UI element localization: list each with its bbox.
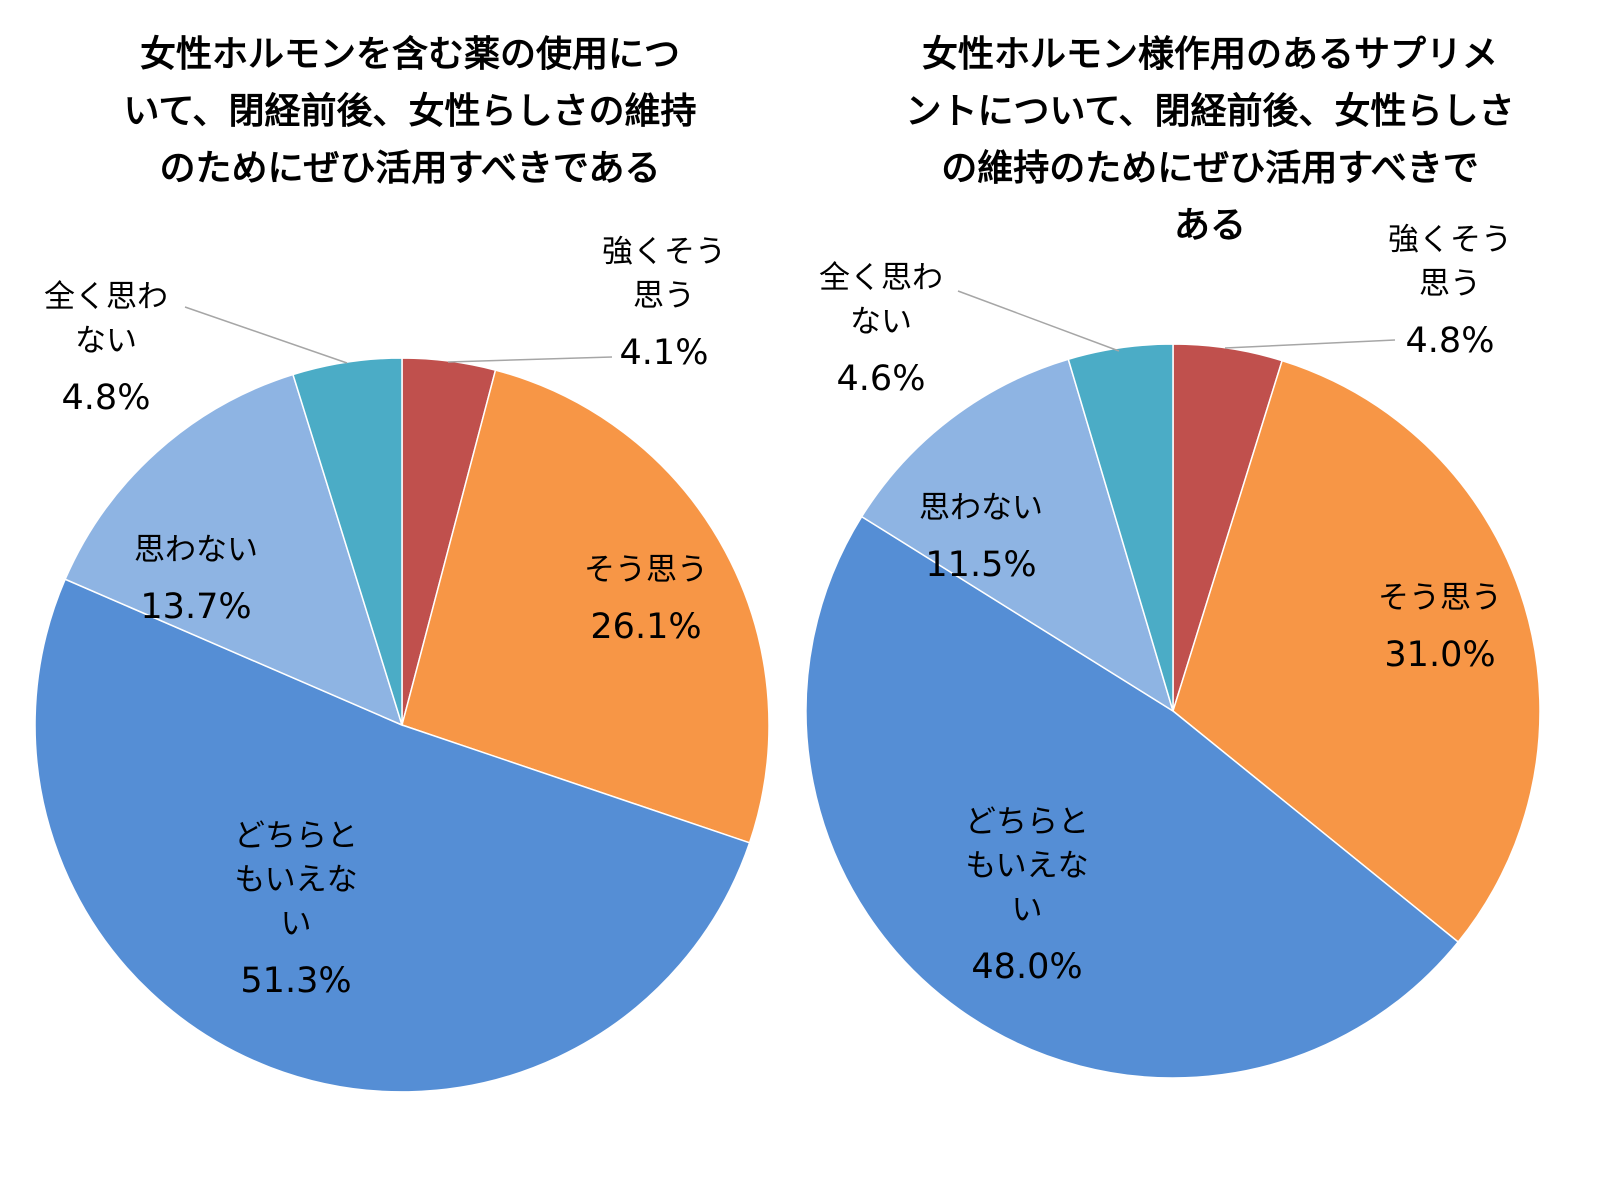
data-label-category: そう思う: [584, 552, 708, 588]
chart-supplement-use: 女性ホルモン様作用のあるサプリメ ントについて、閉経前後、女性らしさ の維持のた…: [800, 0, 1605, 1199]
data-label-category: 思わない: [919, 490, 1043, 526]
data-label-percent: 26.1%: [590, 607, 701, 647]
data-label-category: そう思う: [1378, 580, 1502, 616]
data-label-category: もいえな: [234, 862, 357, 898]
pie-slice-agree: [1172, 359, 1541, 944]
data-label-category: 強くそう: [602, 234, 726, 270]
pie-slice-strongly-disagree: [1067, 343, 1174, 712]
pie-slice-disagree: [860, 358, 1175, 713]
data-label-category: 思わない: [134, 532, 258, 568]
data-label-category: 強くそう: [1388, 222, 1512, 258]
pie-slice-neutral: [34, 578, 751, 1093]
data-label-percent: 31.0%: [1384, 635, 1495, 675]
data-label-percent: 4.6%: [837, 359, 926, 399]
data-label-percent: 48.0%: [971, 947, 1082, 987]
leader-line-strongly-agree: [447, 356, 613, 363]
data-label-percent: 4.8%: [1406, 321, 1495, 361]
pie-slice-neutral: [805, 515, 1460, 1079]
pie-slice-agree: [401, 369, 770, 844]
pie-slice-disagree: [64, 373, 404, 727]
data-label-category: もいえな: [965, 848, 1088, 884]
data-label-percent: 11.5%: [925, 545, 1036, 585]
data-label-percent: 51.3%: [240, 961, 351, 1001]
leader-line-strongly-agree: [1224, 339, 1396, 349]
chart-title: 女性ホルモンを含む薬の使用につ いて、閉経前後、女性らしさの維持 のためにぜひ活…: [123, 34, 697, 189]
data-label-category: 全く思わ: [819, 260, 943, 296]
data-label-category: どちらと: [965, 804, 1089, 840]
data-label-category: い: [281, 906, 312, 942]
data-label-category: ない: [75, 323, 137, 359]
data-label-category: 思う: [1419, 266, 1481, 302]
data-label-category: どちらと: [234, 818, 358, 854]
data-label-percent: 4.1%: [620, 333, 709, 373]
leader-line-strongly-disagree: [957, 290, 1120, 352]
data-label-category: 全く思わ: [44, 279, 168, 315]
chart-drug-use: 女性ホルモンを含む薬の使用につ いて、閉経前後、女性らしさの維持 のためにぜひ活…: [0, 0, 800, 1199]
data-label-category: ない: [850, 304, 912, 340]
leader-line-strongly-disagree: [184, 306, 348, 364]
chart-title: 女性ホルモン様作用のあるサプリメ ントについて、閉経前後、女性らしさ の維持のた…: [905, 34, 1515, 246]
data-label-percent: 4.8%: [62, 378, 151, 418]
data-label-category: 思う: [633, 278, 695, 314]
data-label-category: い: [1012, 892, 1043, 928]
data-label-percent: 13.7%: [140, 587, 251, 627]
